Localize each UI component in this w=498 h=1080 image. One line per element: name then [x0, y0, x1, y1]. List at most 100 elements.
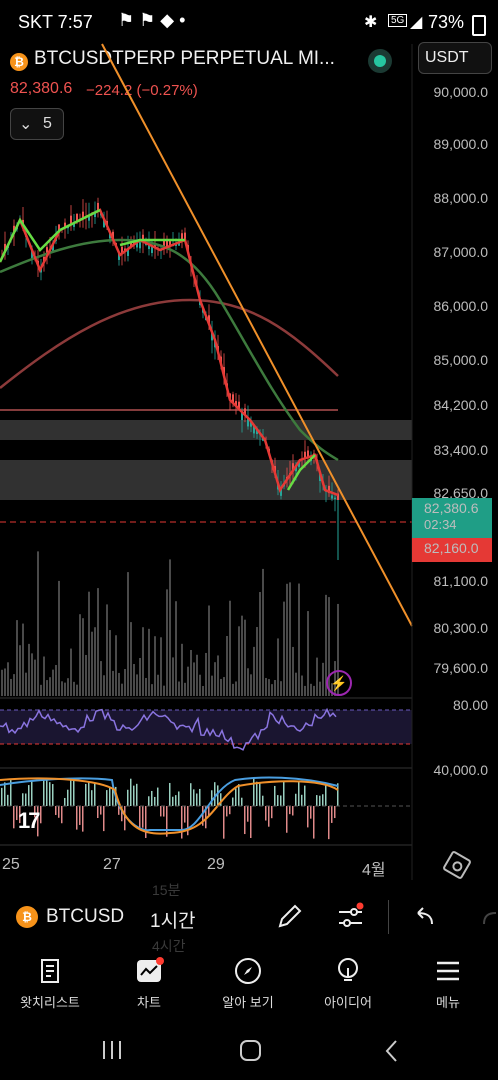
settings-hex-icon[interactable] [441, 849, 473, 881]
volume-bar [76, 684, 78, 696]
volume-bar [67, 678, 69, 696]
histogram-bar [205, 806, 207, 829]
volume-bar [298, 583, 300, 696]
price-tick: 84,200.0 [433, 397, 489, 413]
price-axis[interactable]: 90,000.0 89,000.0 88,000.0 87,000.0 86,0… [412, 0, 498, 880]
volume-bar [232, 683, 234, 696]
volume-bar [205, 652, 207, 696]
nav-ideas[interactable]: 아이디어 [303, 950, 393, 1011]
bitcoin-icon: ₿ [10, 53, 28, 71]
volume-bar [7, 662, 9, 696]
histogram-bar [289, 806, 291, 815]
volume-bar [34, 659, 36, 696]
symbol-title[interactable]: BTCUSDTPERP PERPETUAL MI... [34, 48, 335, 69]
alert-price: 82,160.0 [424, 540, 479, 556]
drawing-pen-icon[interactable] [274, 902, 304, 932]
volume-bar [304, 685, 306, 696]
resistance-zone [0, 420, 412, 440]
indicator-count: 5 [43, 115, 52, 132]
volume-bar [277, 638, 279, 696]
histogram-bar [214, 782, 216, 806]
nav-label: 차트 [137, 995, 161, 1010]
volume-bar [58, 580, 60, 696]
undo-icon[interactable] [410, 902, 440, 932]
currency-button[interactable]: USDT [418, 42, 492, 74]
candle-body [136, 242, 138, 248]
volume-bar [73, 681, 75, 696]
chart-icon [134, 956, 164, 986]
back-icon[interactable] [380, 1038, 404, 1064]
recent-apps-icon[interactable] [100, 1038, 124, 1062]
volume-bar [274, 679, 276, 696]
histogram-bar [223, 806, 225, 839]
volume-bar [109, 630, 111, 696]
bluetooth-icon: ✱ [364, 14, 378, 31]
histogram-bar [16, 806, 18, 821]
candle-body [4, 243, 6, 252]
candle-body [280, 488, 282, 496]
indicators-sliders-icon[interactable] [336, 902, 366, 932]
nav-chart[interactable]: 차트 [104, 950, 194, 1011]
histogram-bar [43, 778, 45, 806]
price-chart[interactable] [0, 0, 498, 880]
candle-body [31, 250, 33, 259]
volume-bar [286, 583, 288, 696]
histogram-bar [82, 806, 84, 832]
histogram-bar [259, 783, 261, 806]
histogram-bar [229, 806, 231, 815]
histogram-bar [178, 791, 180, 806]
nav-menu[interactable]: 메뉴 [403, 950, 493, 1011]
home-icon[interactable] [238, 1038, 264, 1064]
price-tick: 88,000.0 [433, 190, 489, 206]
toolbar-symbol[interactable]: BTCUSD [46, 906, 125, 927]
histogram-bar [64, 797, 66, 806]
symbol-header[interactable]: ₿ BTCUSDTPERP PERPETUAL MI... [8, 44, 408, 78]
candle-body [211, 332, 213, 341]
volume-bar [52, 669, 54, 696]
histogram-bar [322, 794, 324, 806]
nav-label: 메뉴 [436, 995, 460, 1010]
collapse-indicators-button[interactable]: ⌄ 5 [10, 108, 64, 140]
volume-bar [103, 675, 105, 696]
histogram-bar [139, 806, 141, 829]
candle-body [139, 240, 141, 249]
lightning-icon[interactable]: ⚡ [326, 670, 352, 696]
volume-bar [133, 664, 135, 696]
candle-body [118, 252, 120, 260]
volume-bar [61, 681, 63, 696]
volume-bar [241, 615, 243, 696]
system-navigation [0, 1020, 498, 1080]
histogram-bar [76, 806, 78, 830]
histogram-bar [22, 793, 24, 806]
volume-bar [178, 681, 180, 696]
volume-bar [43, 656, 45, 696]
volume-bar [295, 672, 297, 696]
histogram-bar [124, 806, 126, 831]
histogram-bar [73, 780, 75, 806]
redo-icon[interactable] [476, 902, 498, 932]
candle-body [58, 224, 60, 232]
histogram-bar [1, 787, 3, 806]
volume-bar [262, 568, 264, 696]
volume-bar [25, 672, 27, 696]
histogram-bar [238, 784, 240, 806]
volume-bar [325, 594, 327, 696]
histogram-bar [103, 806, 105, 832]
indicator-line-orange [0, 777, 339, 835]
histogram-bar [118, 806, 120, 815]
histogram-bar [106, 790, 108, 806]
long-moving-average [0, 298, 339, 389]
interval-selector[interactable]: 1시간 [150, 911, 196, 932]
alert-price-tag[interactable]: 82,160.0 [412, 538, 492, 562]
tradingview-logo-icon: 17 [18, 808, 41, 833]
histogram-bar [151, 790, 153, 806]
volume-bar [112, 670, 114, 696]
nav-watchlist[interactable]: 왓치리스트 [5, 950, 95, 1011]
battery-icon [472, 15, 486, 36]
histogram-bar [97, 806, 99, 819]
volume-bar [190, 649, 192, 696]
time-axis[interactable]: 25 27 29 4월 [0, 849, 498, 881]
volume-bar [37, 551, 39, 696]
histogram-bar [247, 806, 249, 822]
nav-explore[interactable]: 알아 보기 [203, 950, 293, 1011]
